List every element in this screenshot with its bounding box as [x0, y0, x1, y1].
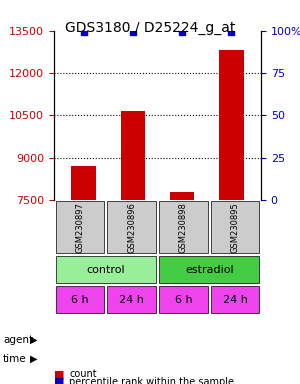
Text: ▶: ▶ — [30, 335, 38, 345]
Text: agent: agent — [3, 335, 33, 345]
FancyBboxPatch shape — [56, 286, 104, 313]
FancyBboxPatch shape — [56, 201, 104, 253]
FancyBboxPatch shape — [107, 286, 156, 313]
FancyBboxPatch shape — [159, 201, 208, 253]
Text: GDS3180 / D25224_g_at: GDS3180 / D25224_g_at — [65, 21, 235, 35]
Text: GSM230897: GSM230897 — [75, 202, 84, 253]
Text: ■: ■ — [54, 369, 64, 379]
Text: ■: ■ — [54, 377, 64, 384]
Text: count: count — [69, 369, 97, 379]
FancyBboxPatch shape — [56, 256, 156, 283]
Bar — [71, 166, 96, 384]
Text: 6 h: 6 h — [175, 295, 192, 305]
Text: control: control — [86, 265, 125, 275]
FancyBboxPatch shape — [159, 286, 208, 313]
Text: 24 h: 24 h — [119, 295, 144, 305]
Text: GSM230898: GSM230898 — [179, 202, 188, 253]
Bar — [219, 50, 244, 384]
FancyBboxPatch shape — [107, 201, 156, 253]
Text: GSM230895: GSM230895 — [231, 202, 240, 253]
Text: percentile rank within the sample: percentile rank within the sample — [69, 377, 234, 384]
FancyBboxPatch shape — [211, 201, 260, 253]
Bar — [170, 192, 194, 384]
FancyBboxPatch shape — [159, 256, 260, 283]
Text: GSM230896: GSM230896 — [127, 202, 136, 253]
Text: estradiol: estradiol — [185, 265, 234, 275]
Bar — [121, 111, 145, 384]
Text: time: time — [3, 354, 27, 364]
FancyBboxPatch shape — [211, 286, 260, 313]
Text: ▶: ▶ — [30, 354, 38, 364]
Text: 24 h: 24 h — [223, 295, 247, 305]
Text: 6 h: 6 h — [71, 295, 89, 305]
